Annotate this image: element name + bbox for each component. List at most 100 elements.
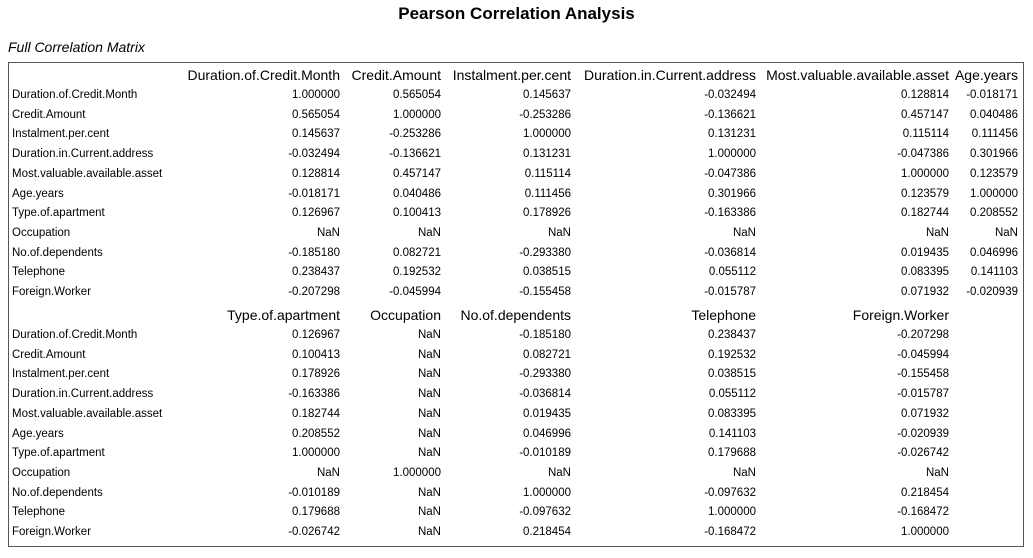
cell-value: 1.000000 [901,526,949,538]
cell-value: -0.015787 [897,388,949,401]
cell-value: 0.457147 [393,167,441,180]
cell-value: -0.253286 [519,108,571,121]
cell-value: 0.218454 [523,526,571,538]
cell-value: 1.000000 [970,187,1018,200]
cell-value: 0.182744 [901,207,949,220]
cell-value: 0.218454 [901,486,949,499]
cell-value: 0.131231 [708,128,756,141]
cell-value: 0.179688 [292,506,340,519]
row-label: Type.of.apartment [12,207,105,220]
cell-value: 0.115114 [902,128,949,141]
cell-value: NaN [925,466,949,479]
cell-value: NaN [994,226,1018,239]
cell-value: -0.010189 [519,447,571,460]
cell-value: NaN [417,486,441,499]
cell-value: 0.038515 [708,368,756,381]
column-header: Foreign.Worker [852,307,949,323]
column-header: Age.years [954,67,1018,83]
matrix-frame [8,62,1024,547]
row-label: Duration.of.Credit.Month [12,89,138,101]
column-header: Credit.Amount [351,67,441,83]
cell-value: 1.000000 [901,167,949,180]
column-header: Telephone [691,307,756,323]
cell-value: 0.100413 [393,207,441,220]
cell-value: 0.301966 [970,148,1018,161]
cell-value: 1.000000 [393,108,441,121]
cell-value: 1.000000 [292,89,340,101]
cell-value: -0.168472 [897,506,949,519]
cell-value: -0.136621 [389,148,441,161]
column-header: Instalment.per.cent [452,67,571,83]
column-header: Duration.of.Credit.Month [187,67,340,83]
cell-value: -0.018171 [288,187,340,200]
row-label: Instalment.per.cent [12,128,110,141]
cell-value: 0.182744 [292,407,340,420]
cell-value: 0.115114 [524,167,571,180]
cell-value: -0.018171 [966,89,1018,101]
cell-value: 0.123579 [970,167,1018,180]
cell-value: 0.565054 [292,108,340,121]
cell-value: -0.020939 [966,286,1018,298]
cell-value: -0.155458 [519,286,571,298]
cell-value: 0.238437 [292,266,340,279]
cell-value: 0.128814 [292,167,340,180]
cell-value: 0.071932 [901,286,949,298]
row-label: Type.of.apartment [12,447,105,460]
cell-value: -0.032494 [704,89,756,101]
cell-value: 0.123579 [901,187,949,200]
cell-value: -0.293380 [519,368,571,381]
cell-value: 0.038515 [523,266,571,279]
cell-value: -0.253286 [389,128,441,141]
cell-value: NaN [417,506,441,519]
cell-value: NaN [417,348,441,361]
cell-value: 0.019435 [901,246,949,259]
row-label: Duration.in.Current.address [12,388,154,401]
cell-value: 0.208552 [292,427,340,440]
cell-value: 0.083395 [708,407,756,420]
cell-value: 0.111456 [971,128,1018,141]
cell-value: 0.192532 [393,266,441,279]
row-label: Instalment.per.cent [12,368,110,381]
subtitle: Full Correlation Matrix [8,39,145,55]
row-label: Foreign.Worker [12,526,92,538]
cell-value: NaN [417,388,441,401]
row-label: Age.years [12,187,64,200]
cell-value: 0.145637 [523,89,571,101]
cell-value: 0.457147 [901,108,949,121]
cell-value: 0.141103 [708,427,756,440]
column-header: No.of.dependents [460,307,571,323]
cell-value: -0.036814 [704,246,756,259]
cell-value: -0.163386 [288,388,340,401]
row-label: No.of.dependents [12,486,103,499]
cell-value: NaN [417,226,441,239]
cell-value: 0.179688 [708,447,756,460]
row-label: Age.years [12,427,64,440]
cell-value: -0.045994 [897,348,949,361]
row-label: No.of.dependents [12,246,103,259]
cell-value: NaN [547,226,571,239]
cell-value: 1.000000 [523,486,571,499]
cell-value: NaN [417,407,441,420]
cell-value: NaN [417,526,441,538]
row-label: Credit.Amount [12,348,86,361]
row-label: Foreign.Worker [12,286,92,298]
cell-value: 0.082721 [523,348,571,361]
cell-value: 0.055112 [708,388,756,401]
cell-value: 1.000000 [393,466,441,479]
cell-value: -0.163386 [704,207,756,220]
cell-value: -0.010189 [288,486,340,499]
column-header: Occupation [370,307,441,323]
row-label: Telephone [12,266,66,279]
cell-value: -0.026742 [897,447,949,460]
row-label: Occupation [12,226,71,239]
cell-value: 1.000000 [292,447,340,460]
cell-value: 0.141103 [970,266,1018,279]
row-label: Duration.of.Credit.Month [12,329,138,341]
cell-value: 0.126967 [292,207,340,220]
cell-value: NaN [316,226,340,239]
cell-value: -0.036814 [519,388,571,401]
title: Pearson Correlation Analysis [398,4,635,23]
column-header: Type.of.apartment [227,307,340,323]
cell-value: 1.000000 [708,506,756,519]
